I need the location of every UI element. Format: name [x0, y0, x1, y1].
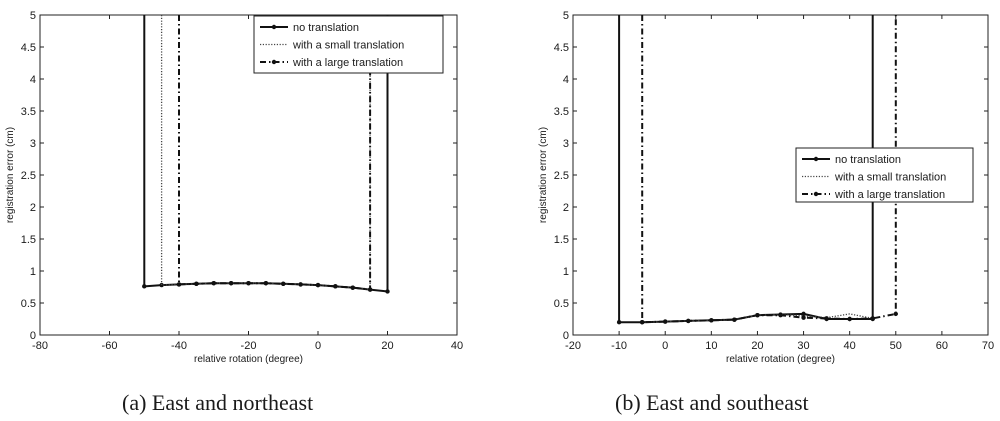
- y-tick-label: 4.5: [554, 42, 569, 54]
- y-tick-label: 0.5: [21, 298, 36, 310]
- x-tick-label: 30: [797, 340, 809, 352]
- x-tick-label: -20: [565, 340, 581, 352]
- y-tick-label: 4: [563, 74, 569, 86]
- legend-label-1: no translation: [293, 22, 359, 34]
- x-tick-label: 0: [315, 340, 321, 352]
- x-tick-label: -40: [171, 340, 187, 352]
- y-axis-label: registration error (cm): [538, 127, 549, 223]
- data-point: [246, 280, 251, 286]
- data-point: [824, 316, 829, 321]
- y-tick-label: 3.5: [21, 106, 36, 118]
- data-point: [228, 280, 234, 286]
- legend-label-1: no translation: [835, 154, 901, 166]
- data-point: [709, 318, 714, 323]
- data-point: [639, 320, 645, 325]
- y-tick-label: 1.5: [554, 234, 569, 246]
- y-tick-label: 0: [563, 330, 569, 342]
- legend: no translation with a small translation wi…: [795, 147, 974, 203]
- y-tick-label: 5: [563, 10, 569, 22]
- caption-b: (b) East and southeast: [615, 390, 809, 415]
- x-tick-label: -80: [32, 340, 48, 352]
- x-tick-label: 70: [982, 340, 994, 352]
- data-point: [663, 319, 668, 324]
- plot-area: [616, 15, 898, 325]
- x-tick-label: 40: [451, 340, 463, 352]
- legend-label-2: with a small translation: [834, 172, 946, 184]
- data-point: [315, 282, 321, 288]
- legend-label-2: with a small translation: [292, 40, 404, 52]
- y-tick-label: 1.5: [21, 234, 36, 246]
- legend-label-3: with a large translation: [292, 57, 403, 69]
- y-tick-label: 3.5: [554, 106, 569, 118]
- y-tick-label: 1: [30, 266, 36, 278]
- x-tick-label: -60: [102, 340, 118, 352]
- caption-a: (a) East and northeast: [122, 390, 314, 415]
- y-tick-label: 4: [30, 74, 36, 86]
- series-line-3: [641, 15, 897, 324]
- data-point: [333, 284, 338, 289]
- legend-marker-1: [813, 156, 819, 162]
- plot-area: [142, 15, 390, 294]
- legend: no translation with a small translation wi…: [253, 15, 444, 74]
- data-point: [801, 315, 806, 320]
- y-tick-label: 2: [563, 202, 569, 214]
- data-point: [281, 281, 286, 286]
- x-tick-label: -20: [241, 340, 257, 352]
- y-tick-label: 2: [30, 202, 36, 214]
- data-point: [142, 284, 147, 289]
- series-line-3: [178, 15, 372, 291]
- x-tick-label: 60: [936, 340, 948, 352]
- legend-marker-3: [813, 191, 819, 197]
- data-point: [893, 311, 898, 317]
- data-point: [176, 282, 182, 287]
- x-tick-label: 50: [890, 340, 902, 352]
- data-point: [298, 282, 303, 287]
- legend-marker-1: [271, 24, 277, 30]
- x-tick-label: 20: [381, 340, 393, 352]
- data-point: [755, 312, 760, 318]
- data-point: [194, 281, 199, 286]
- x-tick-label: -10: [611, 340, 627, 352]
- legend-marker-3: [271, 59, 277, 65]
- data-point: [350, 285, 355, 290]
- chart-east-southeast: -20 -10 0 10 20 30 40 50 60 70 0 0.5 1 1.5 2 2.5 3 3.5 4 4.…: [538, 10, 994, 365]
- data-point: [211, 280, 216, 286]
- y-tick-label: 2.5: [21, 170, 36, 182]
- legend-label-3: with a large translation: [834, 189, 945, 201]
- x-tick-label: 20: [751, 340, 763, 352]
- y-axis-label: registration error (cm): [5, 127, 16, 223]
- x-tick-label: 0: [662, 340, 668, 352]
- data-point: [870, 316, 875, 321]
- data-point: [367, 287, 373, 292]
- y-tick-label: 2.5: [554, 170, 569, 182]
- data-point: [385, 289, 390, 294]
- data-point: [732, 317, 737, 322]
- y-tick-label: 4.5: [21, 42, 36, 54]
- x-axis-label: relative rotation (degree): [726, 354, 835, 365]
- x-axis-label: relative rotation (degree): [194, 354, 303, 365]
- y-tick-label: 0.5: [554, 298, 569, 310]
- data-point: [847, 316, 852, 322]
- y-tick-label: 0: [30, 330, 36, 342]
- data-point: [778, 312, 783, 318]
- data-point: [159, 282, 164, 288]
- y-tick-label: 3: [563, 138, 569, 150]
- data-point: [263, 280, 269, 286]
- y-tick-label: 3: [30, 138, 36, 150]
- x-tick-label: 40: [844, 340, 856, 352]
- data-point: [686, 318, 691, 324]
- y-tick-label: 5: [30, 10, 36, 22]
- data-point: [616, 320, 622, 325]
- x-tick-label: 10: [705, 340, 717, 352]
- data-point: [801, 311, 806, 317]
- chart-east-northeast: -80 -60 -40 -20 0 20 40 0 0.5 1 1.5 2 2.5 3 3.5 4 4.5 5 re…: [5, 10, 463, 365]
- y-tick-label: 1: [563, 266, 569, 278]
